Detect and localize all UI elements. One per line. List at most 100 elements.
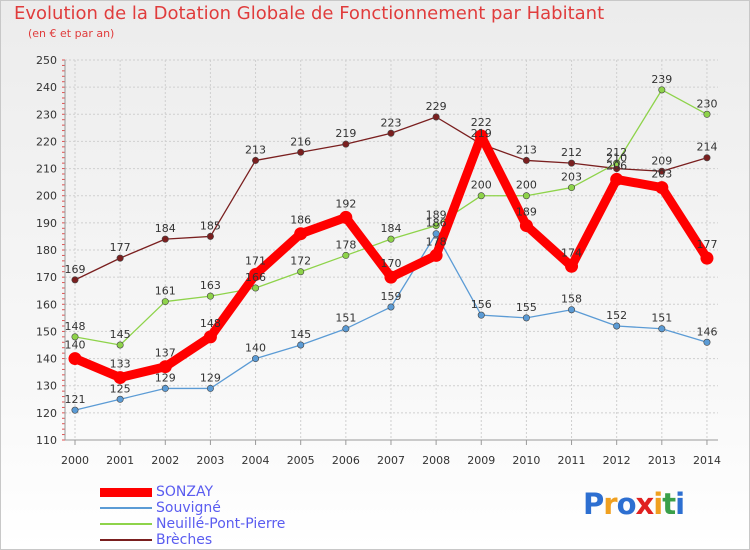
data-label-souvigne: 146 xyxy=(696,325,717,338)
data-point-neuille-pont-pierre xyxy=(252,284,260,292)
data-label-sonzay: 222 xyxy=(471,116,492,129)
data-label-neuille-pont-pierre: 212 xyxy=(606,146,627,159)
data-point-neuille-pont-pierre xyxy=(432,222,440,230)
chart-subtitle: (en € et par an) xyxy=(28,27,115,40)
y-tick-label: 130 xyxy=(36,380,57,393)
data-label-souvigne: 125 xyxy=(110,382,131,395)
data-point-neuille-pont-pierre xyxy=(297,268,305,276)
y-tick-label: 170 xyxy=(36,271,57,284)
data-label-sonzay: 140 xyxy=(65,339,86,352)
logo-letter: x xyxy=(635,487,655,521)
y-tick-label: 250 xyxy=(36,54,57,67)
data-label-souvigne: 145 xyxy=(290,328,311,341)
data-point-neuille-pont-pierre xyxy=(477,192,485,200)
data-label-breches: 229 xyxy=(426,100,447,113)
data-point-breches xyxy=(206,232,214,240)
data-label-neuille-pont-pierre: 200 xyxy=(516,179,537,192)
data-point-souvigne xyxy=(658,325,666,333)
data-label-sonzay: 177 xyxy=(696,238,717,251)
data-label-sonzay: 178 xyxy=(426,235,447,248)
data-label-souvigne: 152 xyxy=(606,309,627,322)
data-label-breches: 213 xyxy=(516,143,537,156)
data-label-sonzay: 186 xyxy=(290,214,311,227)
data-label-sonzay: 192 xyxy=(335,197,356,210)
logo-letter: i xyxy=(653,487,663,521)
x-tick-label: 2014 xyxy=(693,454,721,467)
data-label-breches: 223 xyxy=(380,116,401,129)
data-label-sonzay: 148 xyxy=(200,317,221,330)
data-label-breches: 214 xyxy=(696,141,717,154)
data-point-sonzay xyxy=(158,360,172,374)
data-point-neuille-pont-pierre xyxy=(161,298,169,306)
data-point-breches xyxy=(161,235,169,243)
data-label-breches: 212 xyxy=(561,146,582,159)
data-point-breches xyxy=(297,148,305,156)
data-point-neuille-pont-pierre xyxy=(342,251,350,259)
data-label-souvigne: 158 xyxy=(561,293,582,306)
x-tick-label: 2008 xyxy=(422,454,450,467)
data-label-souvigne: 155 xyxy=(516,301,537,314)
data-point-sonzay xyxy=(655,181,669,195)
data-point-breches xyxy=(703,154,711,162)
legend-label-neuille-pont-pierre: Neuillé-Pont-Pierre xyxy=(156,516,286,532)
data-label-souvigne: 129 xyxy=(155,371,176,384)
data-label-breches: 210 xyxy=(606,152,627,165)
y-tick-label: 160 xyxy=(36,298,57,311)
data-label-souvigne: 151 xyxy=(335,312,356,325)
data-label-sonzay: 189 xyxy=(516,206,537,219)
x-tick-label: 2005 xyxy=(287,454,315,467)
data-label-neuille-pont-pierre: 166 xyxy=(245,271,266,284)
proxiti-logo: Proxiti xyxy=(583,487,685,521)
x-tick-label: 2004 xyxy=(242,454,270,467)
data-point-sonzay xyxy=(519,219,533,233)
data-point-souvigne xyxy=(342,325,350,333)
data-point-souvigne xyxy=(387,303,395,311)
data-label-sonzay: 171 xyxy=(245,254,266,267)
data-point-souvigne xyxy=(613,322,621,330)
data-label-sonzay: 137 xyxy=(155,347,176,360)
legend-swatch-souvigne xyxy=(100,507,152,509)
data-label-breches: 185 xyxy=(200,219,221,232)
data-point-sonzay xyxy=(384,270,398,284)
data-point-sonzay xyxy=(249,267,263,281)
legend-item-souvigne: Souvigné xyxy=(100,500,285,516)
data-point-sonzay xyxy=(610,172,624,186)
data-point-sonzay xyxy=(700,251,714,265)
legend-swatch-neuille-pont-pierre xyxy=(100,523,152,525)
data-label-neuille-pont-pierre: 163 xyxy=(200,279,221,292)
data-label-neuille-pont-pierre: 230 xyxy=(696,97,717,110)
logo-letter: i xyxy=(675,487,685,521)
data-label-souvigne: 121 xyxy=(65,393,86,406)
data-point-breches xyxy=(71,276,79,284)
data-point-sonzay xyxy=(113,371,127,385)
data-point-sonzay xyxy=(565,259,579,273)
data-point-souvigne xyxy=(161,384,169,392)
data-point-neuille-pont-pierre xyxy=(658,86,666,94)
data-label-breches: 177 xyxy=(110,241,131,254)
data-label-breches: 209 xyxy=(651,154,672,167)
y-tick-label: 240 xyxy=(36,81,57,94)
y-tick-label: 150 xyxy=(36,325,57,338)
data-label-sonzay: 170 xyxy=(380,257,401,270)
y-tick-label: 220 xyxy=(36,135,57,148)
data-label-souvigne: 156 xyxy=(471,298,492,311)
data-point-neuille-pont-pierre xyxy=(613,159,621,167)
x-tick-label: 2013 xyxy=(648,454,676,467)
data-point-souvigne xyxy=(477,311,485,319)
data-label-sonzay: 203 xyxy=(651,168,672,181)
x-tick-label: 2009 xyxy=(467,454,495,467)
data-point-breches xyxy=(252,156,260,164)
data-label-breches: 184 xyxy=(155,222,176,235)
data-point-souvigne xyxy=(703,338,711,346)
data-point-breches xyxy=(658,167,666,175)
x-tick-label: 2000 xyxy=(61,454,89,467)
data-point-souvigne xyxy=(116,395,124,403)
data-point-sonzay xyxy=(429,248,443,262)
y-tick-label: 180 xyxy=(36,244,57,257)
data-label-neuille-pont-pierre: 184 xyxy=(380,222,401,235)
data-label-breches: 169 xyxy=(65,263,86,276)
y-tick-label: 190 xyxy=(36,217,57,230)
data-point-neuille-pont-pierre xyxy=(116,341,124,349)
data-point-neuille-pont-pierre xyxy=(703,110,711,118)
data-point-neuille-pont-pierre xyxy=(387,235,395,243)
